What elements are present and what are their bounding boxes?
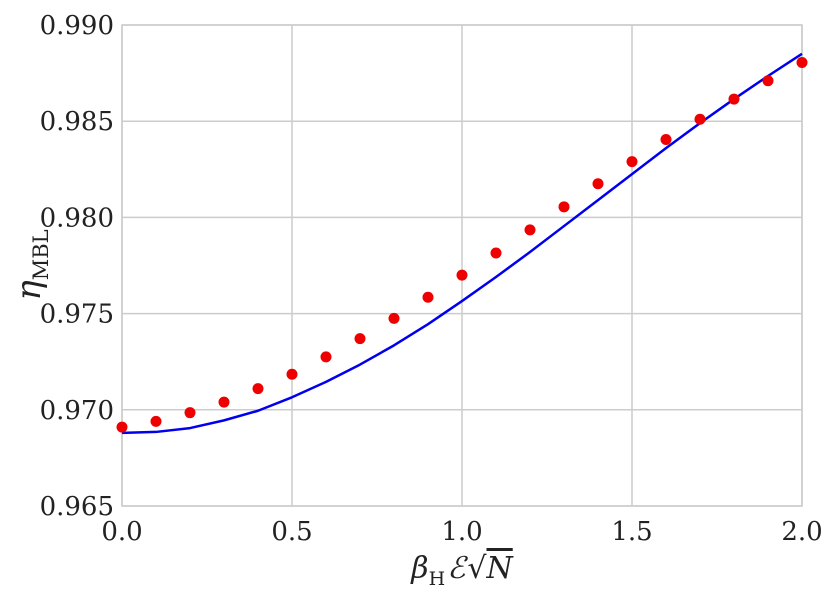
x-tick-label: 0.5	[271, 517, 312, 547]
data-point	[388, 312, 400, 324]
data-point	[218, 396, 230, 408]
y-tick-label: 0.980	[40, 203, 114, 233]
series-line	[121, 52, 803, 435]
data-point	[524, 224, 536, 236]
y-tick-label: 0.975	[40, 300, 114, 330]
data-point	[796, 57, 808, 69]
y-tick-label: 0.970	[40, 396, 114, 426]
data-point	[490, 247, 502, 259]
plot-frame	[121, 24, 803, 507]
data-point	[728, 93, 740, 105]
data-point	[626, 156, 638, 168]
y-axis-label: ηMBL	[9, 229, 53, 300]
x-tick-label: 2.0	[781, 517, 822, 547]
series-layer	[116, 52, 808, 435]
data-point	[762, 75, 774, 87]
data-point	[286, 368, 298, 380]
data-point	[116, 421, 128, 433]
x-tick-label: 1.5	[611, 517, 652, 547]
data-point	[456, 269, 468, 281]
data-point	[694, 113, 706, 125]
x-tick-label: 0.0	[101, 517, 142, 547]
data-point	[184, 407, 196, 419]
x-axis-label: βHℰ√N	[410, 551, 514, 590]
x-tick-label: 1.0	[441, 517, 482, 547]
y-tick-labels: 0.965 0.970 0.975 0.980 0.985 0.990	[40, 11, 114, 522]
x-tick-labels: 0.0 0.5 1.0 1.5 2.0	[101, 517, 822, 547]
data-point	[252, 383, 264, 395]
data-point	[320, 351, 332, 363]
data-point	[150, 415, 162, 427]
y-tick-label: 0.990	[40, 11, 114, 41]
data-point	[422, 291, 434, 303]
y-tick-label: 0.985	[40, 107, 114, 137]
data-point	[354, 333, 366, 345]
y-tick-label: 0.965	[40, 492, 114, 522]
data-point	[660, 133, 672, 145]
data-point	[558, 201, 570, 213]
data-point	[592, 178, 604, 190]
